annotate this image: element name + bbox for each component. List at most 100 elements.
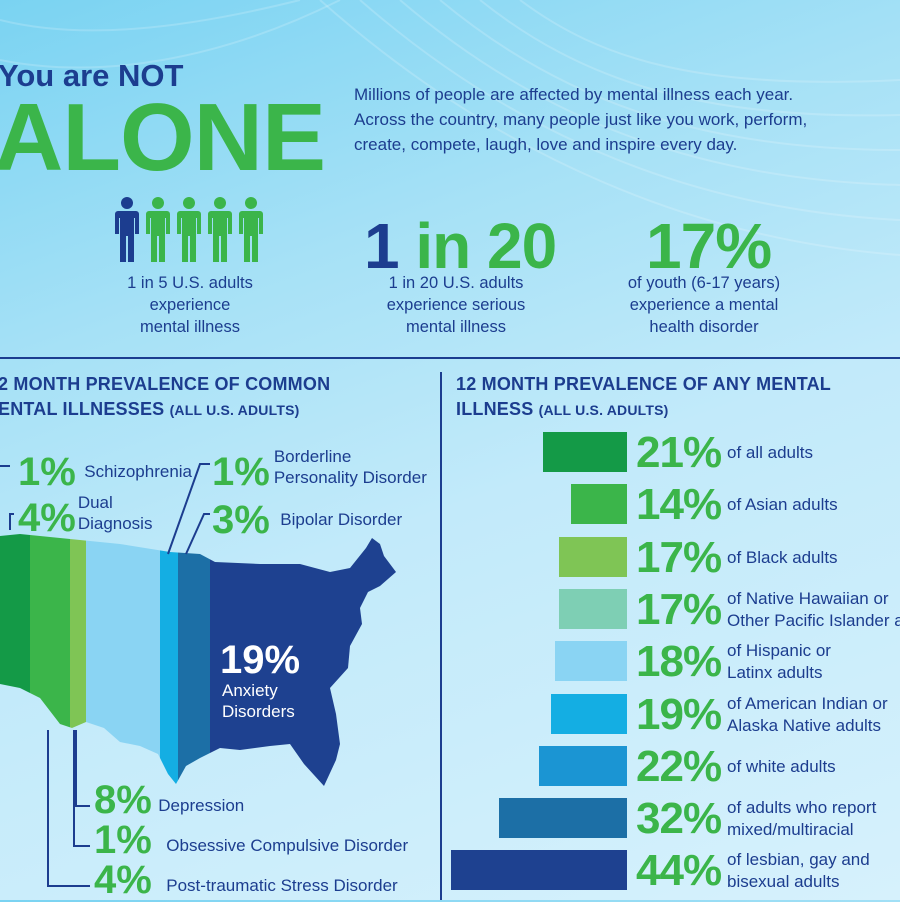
label-line: of Asian adults [727, 495, 838, 515]
label-bipolar: 3% Bipolar Disorder [212, 498, 402, 542]
label-pct: 8% [94, 778, 152, 822]
prevalence-pct: 44% [636, 846, 722, 896]
prevalence-label: of lesbian, gay and bisexual adults [727, 849, 870, 893]
intro-paragraph: Millions of people are affected by menta… [354, 82, 894, 157]
prevalence-bar [499, 798, 627, 839]
prevalence-label: of all adults [727, 442, 813, 464]
title-line: 12 MONTH PREVALENCE OF ANY MENTAL [456, 374, 831, 394]
us-map [0, 534, 396, 786]
label-line: of white adults [727, 756, 836, 776]
caption-line: experience [149, 296, 231, 314]
left-section-title: 2 MONTH PREVALENCE OF COMMON ENTAL ILLNE… [0, 372, 330, 423]
label-text: Depression [158, 796, 245, 815]
caption-line: experience a mental [629, 296, 779, 314]
prevalence-row: 21% of all adults [441, 428, 900, 476]
label-line: of all adults [727, 443, 813, 462]
caption-line: health disorder [649, 318, 759, 336]
prevalence-bar [551, 693, 627, 734]
stat-caption: 1 in 20 U.S. adults experience serious m… [366, 272, 546, 338]
section-divider [0, 357, 900, 359]
stat-caption: 1 in 5 U.S. adults experience mental ill… [100, 272, 280, 338]
label-text: Borderline Personality Disorder [274, 446, 427, 488]
prevalence-row: 44% of lesbian, gay and bisexual adults [441, 846, 900, 894]
stat-caption: of youth (6-17 years) experience a menta… [614, 272, 794, 338]
label-line: of American Indian or [727, 693, 888, 713]
title-note: (ALL U.S. ADULTS) [169, 402, 300, 418]
label-depression: 8% Depression [94, 778, 245, 822]
label-line: of Hispanic or [727, 641, 831, 661]
prevalence-bar [451, 850, 627, 891]
prevalence-row: 14% of Asian adults [441, 480, 900, 528]
anxiety-pct: 19% [220, 638, 301, 682]
prevalence-label: of Hispanic or Latinx adults [727, 640, 831, 684]
prevalence-label: of Native Hawaiian or Other Pacific Islan… [727, 588, 900, 632]
prevalence-label: of Asian adults [727, 494, 838, 516]
label-pct: 1% [18, 450, 76, 494]
prevalence-bar [559, 588, 627, 629]
label-ptsd: 4% Post-traumatic Stress Disorder [94, 858, 398, 902]
label-text: Dual Diagnosis [78, 492, 153, 534]
prevalence-bar [559, 536, 627, 577]
label-pct: 4% [94, 858, 152, 902]
person-icon [146, 197, 170, 262]
prevalence-row: 18% of Hispanic or Latinx adults [441, 637, 900, 685]
caption-line: of youth (6-17 years) [627, 274, 781, 292]
label-schizophrenia: 1% Schizophrenia [18, 450, 192, 494]
label-line: Dual [77, 493, 113, 512]
person-icon [115, 197, 139, 262]
prevalence-bar [555, 641, 627, 682]
caption-line: 1 in 5 U.S. adults [127, 274, 253, 292]
stat-1-in-20: 1 in 20 [364, 210, 557, 282]
title-note: (ALL U.S. ADULTS) [538, 402, 669, 418]
prevalence-pct: 22% [636, 741, 722, 791]
label-line: Diagnosis [77, 514, 153, 533]
label-dual-diagnosis: 4% Dual Diagnosis [18, 493, 152, 540]
right-section-title: 12 MONTH PREVALENCE OF ANY MENTAL ILLNES… [456, 372, 831, 423]
label-line: Disorders [222, 702, 295, 721]
label-line: bisexual adults [727, 872, 840, 892]
prevalence-label: of American Indian or Alaska Native adult… [727, 693, 888, 737]
prevalence-pct: 18% [636, 637, 722, 687]
prevalence-pct: 19% [636, 689, 722, 739]
label-line: of Black adults [727, 547, 838, 567]
prevalence-row: 22% of white adults [441, 742, 900, 790]
prevalence-row: 32% of adults who report mixed/multiracial [441, 794, 900, 842]
label-pct: 4% [18, 496, 76, 540]
prevalence-label: of white adults [727, 756, 836, 778]
label-line: Latinx adults [727, 663, 823, 683]
prevalence-label: of adults who report mixed/multiracial [727, 797, 876, 841]
prevalence-bar [539, 745, 627, 786]
label-line: mixed/multiracial [727, 820, 854, 840]
label-text: Bipolar Disorder [280, 510, 403, 529]
label-text: Schizophrenia [84, 462, 193, 481]
people-icon-group [115, 197, 263, 262]
prevalence-pct: 32% [636, 794, 722, 844]
prevalence-pct: 17% [636, 532, 722, 582]
label-pct: 1% [212, 450, 270, 494]
prevalence-row: 17% of Native Hawaiian or Other Pacific Is… [441, 585, 900, 633]
label-text: Post-traumatic Stress Disorder [166, 876, 398, 895]
intro-line: create, compete, laugh, love and inspire… [354, 135, 738, 154]
label-line: Personality Disorder [273, 468, 427, 487]
headline-line1: You are NOT [0, 58, 184, 93]
caption-line: mental illness [140, 318, 240, 336]
title-line: 2 MONTH PREVALENCE OF COMMON [0, 374, 331, 394]
title-line: ILLNESS [456, 399, 534, 419]
label-text: Obsessive Compulsive Disorder [166, 836, 409, 855]
caption-line: experience serious [386, 296, 526, 314]
prevalence-pct: 21% [636, 428, 722, 477]
label-pct: 3% [212, 498, 270, 542]
label-line: Anxiety [222, 681, 278, 700]
label-line: Borderline [273, 447, 352, 466]
prevalence-label: of Black adults [727, 547, 838, 569]
caption-line: 1 in 20 U.S. adults [388, 274, 524, 292]
label-line: Alaska Native adults [727, 715, 882, 735]
label-line: of Native Hawaiian or [727, 588, 889, 608]
prevalence-row: 17% of Black adults [441, 533, 900, 581]
person-icon [239, 197, 263, 262]
headline-line2: ALONE [0, 84, 326, 191]
column-divider [440, 372, 442, 900]
label-line: of lesbian, gay and [727, 850, 870, 870]
label-line: Other Pacific Islander ad [727, 610, 900, 630]
person-icon [208, 197, 232, 262]
